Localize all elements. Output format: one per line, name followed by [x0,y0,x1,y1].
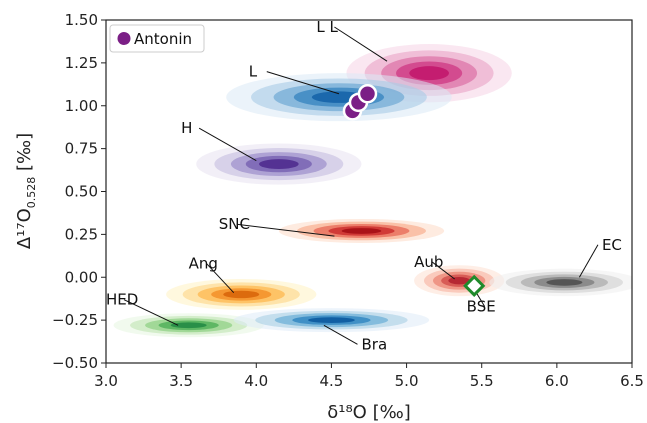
leader-snc [236,223,335,237]
x-axis-title: δ¹⁸O [‰] [327,402,411,423]
density-ll-level-5 [409,66,449,81]
leader-h [198,127,257,162]
y-tick-label-0-00: 0.00 [65,268,98,286]
x-tick-label-5-0: 5.0 [395,372,419,390]
label-bse: BSE [467,298,496,316]
density-bra-level-5 [307,317,355,324]
markers-layer [342,83,486,297]
annotation-labels: L L L H SNC Aub BSE EC Ang HED Bra [106,18,622,353]
x-tick-label-6-5: 6.5 [620,372,644,390]
density-ang-level-5 [223,290,260,299]
leader-hed [123,299,179,326]
density-hed-level-5 [170,322,207,329]
legend-label-antonin: Antonin [134,30,192,48]
y-tick-label-0-50: 0.50 [65,183,98,201]
ticks-layer: 3.0 3.5 4.0 4.5 5.0 5.5 6.0 6.5 −0.50 −0.25 0.00 0.… [52,11,644,390]
label-hed: HED [106,291,138,309]
y-axis-title-unit: [‰] [14,133,35,177]
x-tick-label-6-0: 6.0 [545,372,569,390]
plot-area [113,26,632,345]
leader-aub [431,261,455,280]
y-tick-label-0-50: −0.50 [52,354,98,372]
x-tick-label-5-5: 5.5 [470,372,494,390]
label-l: L [249,63,258,81]
density-bra [233,308,430,333]
y-tick-label-0-25: −0.25 [52,311,98,329]
y-axis-title-sub: 0.528 [25,177,38,209]
leader-l [266,71,340,95]
bse-point-1 [463,274,486,297]
leader-l-l [334,26,388,62]
label-snc: SNC [219,215,250,233]
density-h-level-5 [258,159,299,169]
x-tick-label-4-5: 4.5 [319,372,343,390]
antonin-point-3 [357,83,378,104]
legend: Antonin [109,24,205,53]
y-axis-title-main: Δ¹⁷O [14,208,35,249]
y-tick-label-0-25: 0.25 [65,225,98,243]
density-h [196,143,362,185]
label-h: H [181,119,192,137]
y-tick-label-1-50: 1.50 [65,11,98,29]
label-l-l: L L [316,18,338,36]
label-ec: EC [602,236,622,254]
y-tick-label-1-00: 1.00 [65,97,98,115]
label-ang: Ang [189,255,218,273]
density-ang [166,278,317,310]
density-hed [113,313,264,338]
y-tick-label-0-75: 0.75 [65,140,98,158]
density-ec-level-5 [546,279,583,286]
y-tick-label-1-25: 1.25 [65,54,98,72]
x-tick-label-4-0: 4.0 [244,372,268,390]
leader-ec [578,244,599,278]
leader-ang [206,263,235,294]
legend-marker-antonin [117,32,131,45]
density-snc-level-5 [341,228,382,234]
x-tick-label-3-5: 3.5 [169,372,193,390]
density-l [226,73,452,122]
label-bra: Bra [361,335,387,353]
leader-bra [323,324,358,345]
density-ec [489,268,632,297]
density-snc [278,218,445,243]
legend-box [109,24,205,53]
x-tick-label-3-0: 3.0 [94,372,118,390]
density-layer [113,44,632,338]
y-axis-title: Δ¹⁷O0.528 [‰] [14,133,38,249]
label-aub: Aub [414,253,443,271]
